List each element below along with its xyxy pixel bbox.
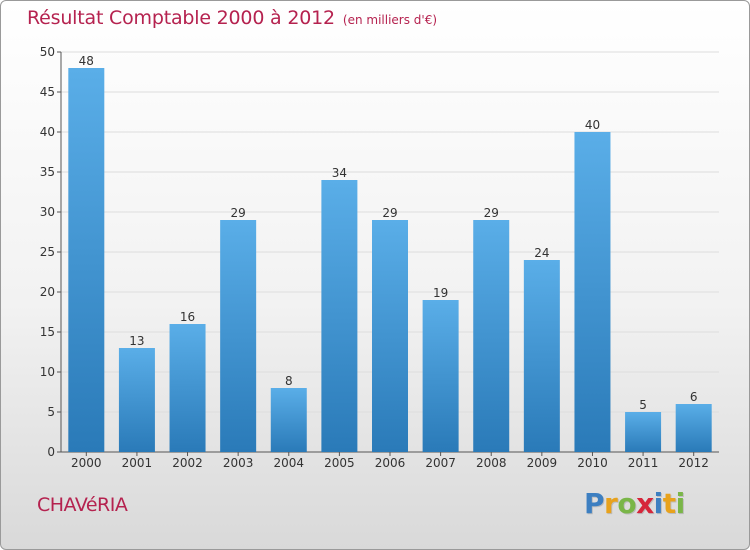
bar-2012 [675, 404, 712, 452]
logo-letter: o [617, 487, 637, 520]
y-tick-label: 20 [40, 285, 55, 299]
chart-title: Résultat Comptable 2000 à 2012 (en millie… [27, 7, 437, 29]
x-tick-label: 2011 [628, 456, 659, 470]
logo-letter: x [636, 487, 654, 520]
proxiti-logo[interactable]: Proxiti [584, 487, 685, 520]
value-label: 5 [639, 398, 647, 412]
value-label: 40 [585, 118, 600, 132]
x-tick-label: 2007 [425, 456, 456, 470]
value-label: 13 [129, 334, 144, 348]
value-label: 29 [382, 206, 397, 220]
value-label: 19 [433, 286, 448, 300]
x-tick-label: 2000 [71, 456, 102, 470]
bar-2000 [68, 68, 105, 452]
value-label: 24 [534, 246, 549, 260]
y-tick-label: 5 [47, 405, 55, 419]
x-tick-label: 2009 [527, 456, 558, 470]
x-tick-label: 2006 [375, 456, 406, 470]
value-label: 8 [285, 374, 293, 388]
value-label: 48 [79, 54, 94, 68]
bar-layer [68, 68, 712, 452]
chart-subtitle: (en milliers d'€) [342, 13, 438, 27]
x-tick-label: 2012 [678, 456, 709, 470]
y-tick-label: 0 [47, 445, 55, 459]
logo-letter: i [675, 487, 686, 520]
y-tick-label: 50 [40, 45, 55, 59]
logo-letter: t [662, 487, 676, 520]
x-tick-label: 2003 [223, 456, 254, 470]
y-tick-label: 40 [40, 125, 55, 139]
y-tick-label: 35 [40, 165, 55, 179]
commune-name: CHAVéRIA [37, 494, 128, 516]
logo-letter: i [653, 487, 664, 520]
logo-letter: P [584, 487, 605, 520]
bar-2008 [473, 220, 510, 452]
value-label: 6 [690, 390, 698, 404]
bar-2003 [220, 220, 257, 452]
bar-2004 [270, 388, 307, 452]
x-tick-label: 2002 [172, 456, 203, 470]
bar-2006 [372, 220, 408, 452]
y-tick-label: 10 [40, 365, 55, 379]
bar-2009 [523, 260, 560, 452]
bar-2011 [625, 412, 662, 452]
x-tick-label: 2010 [577, 456, 608, 470]
x-tick-label: 2004 [273, 456, 304, 470]
y-tick-label: 15 [40, 325, 55, 339]
x-tick-label: 2001 [122, 456, 153, 470]
axis-layer: 0 5 10 15 20 25 30 35 40 45 50 2000 2001 2002 2003 2004… [40, 45, 719, 470]
chart-title-text: Résultat Comptable 2000 à 2012 [27, 7, 335, 29]
y-tick-label: 25 [40, 245, 55, 259]
value-label: 16 [180, 310, 195, 324]
bar-2007 [422, 300, 459, 452]
logo-letter: r [604, 487, 618, 520]
bar-2001 [118, 348, 155, 452]
y-tick-label: 30 [40, 205, 55, 219]
value-label: 29 [484, 206, 499, 220]
value-label: 29 [231, 206, 246, 220]
bar-2002 [169, 324, 206, 452]
x-tick-label: 2008 [476, 456, 507, 470]
y-tick-label: 45 [40, 85, 55, 99]
x-tick-label: 2005 [324, 456, 355, 470]
bar-2005 [321, 180, 358, 452]
value-label: 34 [332, 166, 347, 180]
bar-2010 [574, 132, 611, 452]
